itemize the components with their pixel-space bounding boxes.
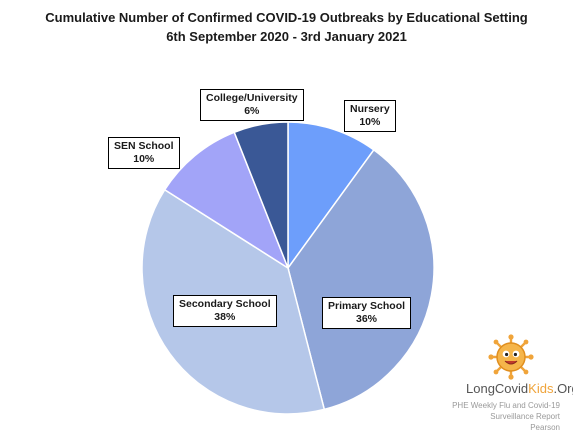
- pie-slice-college-university: [233, 121, 289, 269]
- chart-title: Cumulative Number of Confirmed COVID-19 …: [45, 10, 528, 25]
- slice-label-value: 6%: [244, 105, 260, 117]
- pie-slice-sen-school: [163, 131, 290, 270]
- slice-label-value: 38%: [214, 311, 236, 323]
- logo-text-org: .Org: [553, 381, 573, 396]
- slice-label-name: SEN School: [114, 140, 174, 152]
- source-line-3: Pearson: [530, 423, 560, 432]
- logo-wordmark: LongCovidKids.Org: [466, 381, 573, 396]
- slice-label-college-university: College/University 6%: [200, 89, 304, 121]
- slice-label-sen-school: SEN School 10%: [108, 137, 180, 169]
- virus-mascot-icon: [488, 334, 534, 380]
- slice-label-name: Primary School: [328, 300, 406, 312]
- slice-label-name: Secondary School: [179, 298, 271, 310]
- source-line-1: PHE Weekly Flu and Covid-19: [452, 401, 560, 410]
- logo-text-kids: Kids: [528, 381, 554, 396]
- pie-slice-nursery: [287, 121, 375, 271]
- slice-label-name: Nursery: [350, 103, 390, 115]
- slice-label-name: College/University: [206, 92, 298, 104]
- chart-subtitle: 6th September 2020 - 3rd January 2021: [166, 29, 407, 44]
- slice-label-nursery: Nursery 10%: [344, 100, 396, 132]
- slice-label-value: 10%: [133, 153, 155, 165]
- slice-label-primary-school: Primary School 36%: [322, 297, 412, 329]
- pie-slice-primary-school: [287, 148, 435, 411]
- slice-label-value: 36%: [356, 313, 378, 325]
- logo-text-long: LongCovid: [466, 381, 529, 396]
- slice-label-secondary-school: Secondary School 38%: [173, 295, 277, 327]
- source-line-2: Surveillance Report: [490, 412, 560, 421]
- slice-label-value: 10%: [359, 116, 381, 128]
